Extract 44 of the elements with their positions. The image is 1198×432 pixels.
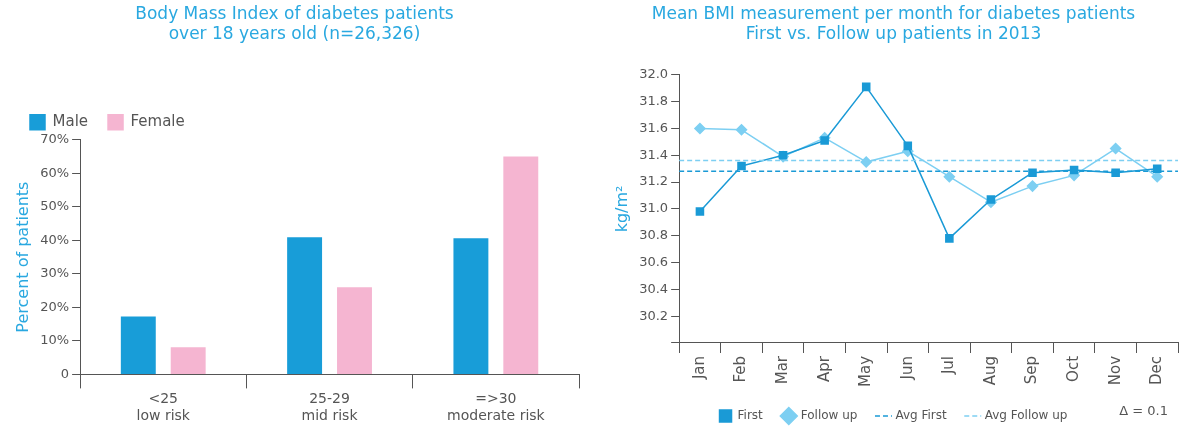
text: Δ = 0.1 bbox=[1119, 403, 1168, 418]
x-tick-label: Sep bbox=[1022, 355, 1041, 385]
y-tick-label: 40% bbox=[40, 231, 70, 247]
x-tick-label: Dec bbox=[1147, 355, 1166, 386]
y-tick-label: 31.2 bbox=[639, 173, 669, 189]
x-tick-label: Apr bbox=[814, 355, 833, 382]
x-tick-label: Aug bbox=[980, 355, 999, 386]
y-tick-label: 31.4 bbox=[639, 146, 669, 162]
y-tick-label: 32.0 bbox=[639, 66, 669, 82]
y-tick-label: 31.6 bbox=[639, 119, 669, 135]
y-axis-title: kg/m² bbox=[611, 185, 631, 233]
y-tick-label: 30.2 bbox=[639, 307, 669, 323]
y-tick-label: 0 bbox=[60, 365, 70, 381]
y-tick-label: 10% bbox=[40, 332, 70, 348]
x-tick-label: Nov bbox=[1105, 355, 1124, 386]
x-tick-label: <25 low risk bbox=[136, 390, 191, 424]
chart-title: Mean BMI measurement per month for diabetes patients First vs. Follow up patients in 2013 bbox=[651, 2, 1136, 44]
legend-label: First bbox=[737, 408, 764, 423]
y-tick-label: 31.8 bbox=[639, 92, 669, 108]
chart-title: Body Mass Index of diabetes patients over 18 years old (n=26,326) bbox=[135, 2, 454, 44]
y-tick-label: 30.8 bbox=[639, 227, 669, 243]
x-tick-label: Jul bbox=[939, 355, 958, 376]
x-tick-label: =>30 moderate risk bbox=[447, 390, 546, 424]
y-tick-label: 20% bbox=[40, 298, 70, 314]
x-tick-label: Oct bbox=[1063, 355, 1082, 382]
x-tick-label: Jun bbox=[897, 355, 916, 381]
y-tick-label: 30.4 bbox=[639, 280, 669, 296]
legend-label: Female bbox=[130, 112, 185, 131]
y-tick-label: 70% bbox=[40, 131, 70, 147]
legend-label: Follow up bbox=[800, 408, 858, 423]
y-tick-label: 60% bbox=[40, 164, 70, 180]
x-tick-label: Feb bbox=[731, 355, 750, 383]
x-tick-label: 25-29 mid risk bbox=[301, 390, 359, 424]
y-tick-label: 30.6 bbox=[639, 253, 669, 269]
x-tick-label: Jan bbox=[689, 355, 708, 381]
legend-label: Avg Follow up bbox=[984, 408, 1068, 423]
y-tick-label: 31.0 bbox=[639, 200, 669, 216]
y-tick-label: 30% bbox=[40, 265, 70, 281]
x-tick-label: Mar bbox=[772, 355, 791, 385]
y-axis-title: Percent of patients bbox=[12, 181, 32, 333]
legend-label: Male bbox=[52, 112, 89, 131]
y-tick-label: 50% bbox=[40, 198, 70, 214]
x-tick-label: May bbox=[856, 355, 875, 387]
legend-label: Avg First bbox=[895, 408, 948, 423]
